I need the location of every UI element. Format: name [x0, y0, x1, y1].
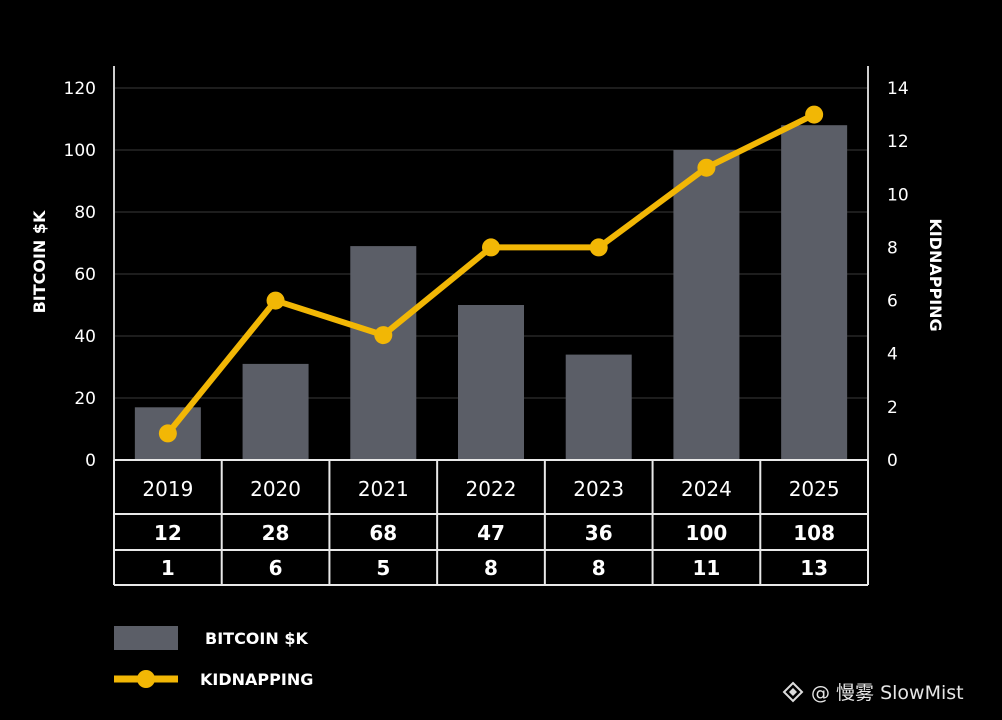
watermark-text: @ 慢雾 SlowMist	[811, 682, 964, 704]
left-tick-label: 100	[64, 141, 96, 161]
table-bitcoin-value: 36	[585, 521, 613, 545]
table-kidnapping-value: 6	[269, 556, 283, 580]
line-point	[374, 326, 393, 345]
line-point	[482, 238, 500, 257]
table-bitcoin-value: 47	[477, 521, 505, 545]
legend-bar-swatch	[114, 626, 178, 650]
bar	[458, 305, 524, 460]
table-bitcoin-value: 108	[793, 521, 835, 545]
legend-bar-label: BITCOIN $K	[205, 629, 308, 648]
line-point	[697, 158, 716, 177]
left-tick-label: 20	[74, 389, 96, 409]
table-year: 2022	[466, 477, 517, 501]
right-tick-label: 12	[887, 132, 909, 152]
table-kidnapping-value: 11	[693, 556, 721, 580]
right-tick-label: 2	[887, 398, 898, 418]
table-year: 2019	[142, 477, 193, 501]
left-tick-label: 0	[85, 451, 96, 471]
axes	[113, 66, 869, 460]
table-kidnapping-value: 8	[484, 556, 498, 580]
table-year: 2020	[250, 477, 301, 501]
line-series	[158, 105, 824, 443]
right-axis-title: KIDNAPPING	[926, 218, 945, 331]
table-year: 2025	[789, 477, 840, 501]
right-tick-label: 8	[887, 238, 898, 258]
table-year: 2023	[573, 477, 624, 501]
table-kidnapping-value: 5	[376, 556, 390, 580]
legend: BITCOIN $K KIDNAPPING	[114, 626, 313, 689]
line-point	[158, 424, 177, 443]
left-tick-label: 60	[74, 265, 96, 285]
left-tick-labels: 0 20 40 60 80 100 120	[64, 79, 96, 471]
watermark: @ 慢雾 SlowMist	[782, 681, 964, 704]
table-bitcoin-value: 28	[262, 521, 290, 545]
diamond-logo-icon	[782, 681, 804, 703]
legend-line-label: KIDNAPPING	[200, 670, 313, 689]
table-kidnapping-value: 1	[161, 556, 175, 580]
right-tick-label: 10	[887, 185, 909, 205]
right-tick-labels: 0 2 4 6 8 10 12 14	[887, 79, 909, 471]
bar	[350, 246, 417, 460]
left-axis-title: BITCOIN $K	[30, 210, 49, 313]
table-year: 2024	[681, 477, 732, 501]
gridlines	[114, 87, 868, 399]
table-year: 2021	[358, 477, 409, 501]
left-tick-label: 40	[74, 327, 96, 347]
bar	[673, 150, 740, 460]
table-bitcoin-value: 100	[686, 521, 728, 545]
line-point	[266, 291, 285, 310]
table-kidnapping-value: 13	[800, 556, 828, 580]
right-tick-label: 14	[887, 79, 909, 99]
left-tick-label: 80	[74, 203, 96, 223]
line-point	[589, 238, 608, 257]
left-tick-label: 120	[64, 79, 96, 99]
right-tick-label: 4	[887, 345, 898, 365]
bar	[781, 125, 848, 460]
bar	[565, 354, 632, 460]
line-point	[805, 105, 824, 124]
legend-line-marker	[137, 670, 155, 688]
bar	[242, 363, 309, 460]
table-kidnapping-value: 8	[592, 556, 606, 580]
right-tick-label: 0	[887, 451, 898, 471]
table-bitcoin-value: 68	[369, 521, 397, 545]
bar-series	[134, 125, 848, 460]
table-bitcoin-value: 12	[154, 521, 182, 545]
right-tick-label: 6	[887, 292, 898, 312]
